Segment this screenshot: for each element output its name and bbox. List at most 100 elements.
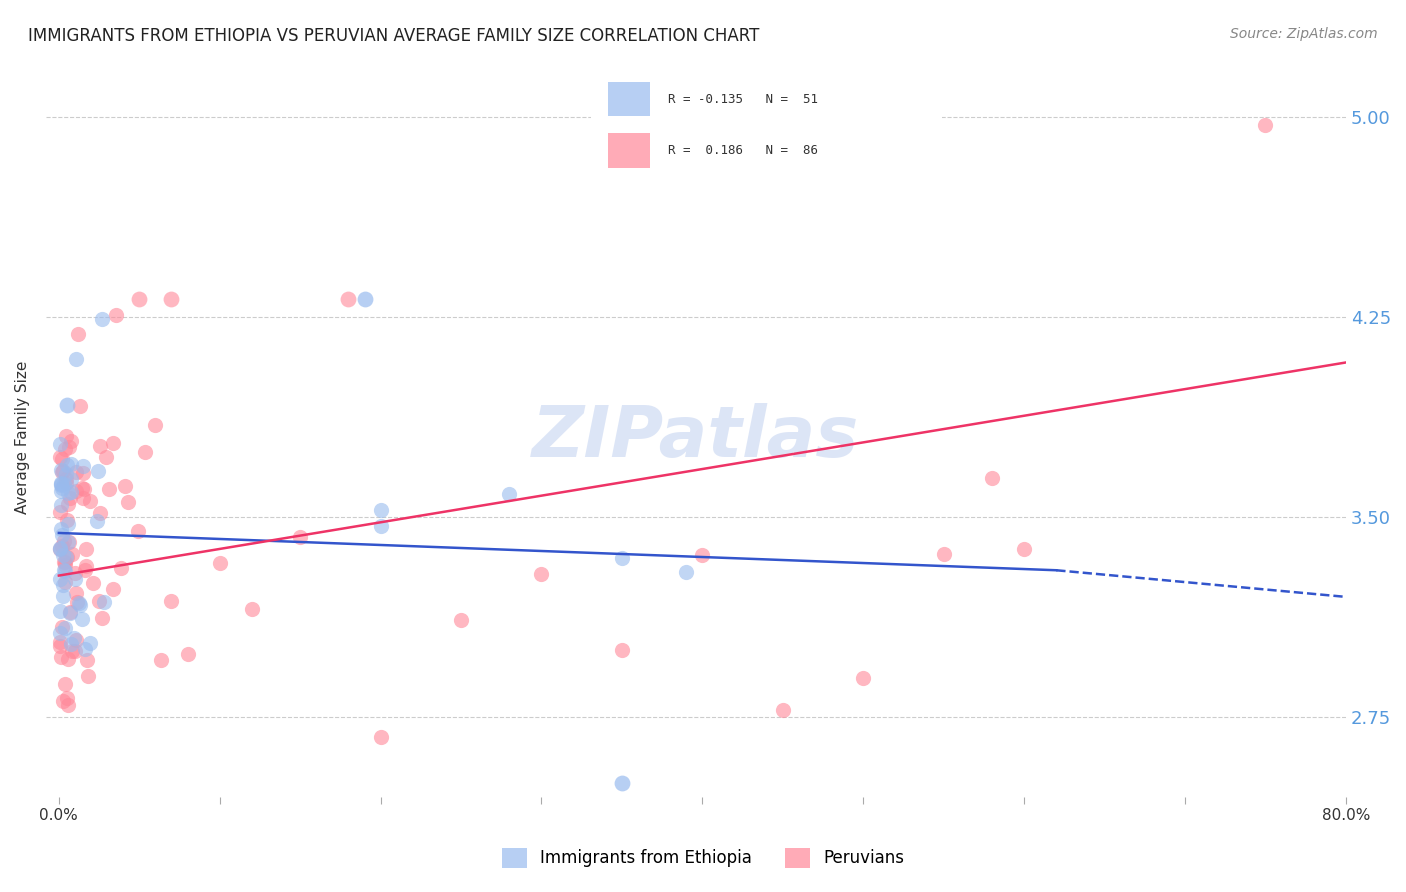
Point [48, 572, 70, 586]
Point [692, 548, 714, 562]
Point [49, 476, 72, 491]
Point [98, 482, 121, 496]
Point [51, 539, 73, 553]
Point [675, 565, 697, 579]
Point [58, 486, 80, 500]
Point [51, 477, 73, 491]
Point [67, 596, 90, 610]
Point [59, 606, 82, 620]
Point [53, 621, 76, 635]
Point [450, 613, 472, 627]
Point [981, 471, 1004, 485]
Point [96, 450, 118, 464]
Point [49, 463, 72, 477]
Point [86, 464, 108, 478]
Point [59, 434, 82, 449]
Point [1254, 119, 1277, 133]
Point [52, 464, 75, 478]
Point [59, 606, 82, 620]
Point [58, 440, 80, 454]
Point [53, 676, 76, 690]
Point [63, 566, 86, 581]
Point [65, 585, 87, 599]
Point [56, 549, 79, 564]
Text: IMMIGRANTS FROM ETHIOPIA VS PERUVIAN AVERAGE FAMILY SIZE CORRELATION CHART: IMMIGRANTS FROM ETHIOPIA VS PERUVIAN AVE… [28, 27, 759, 45]
Point [49, 504, 72, 518]
Point [93, 595, 115, 609]
Point [51, 527, 73, 541]
Point [110, 561, 132, 575]
Point [52, 533, 75, 548]
Point [117, 495, 139, 509]
Point [208, 556, 231, 570]
Point [49, 541, 72, 555]
Point [48, 639, 70, 653]
Point [49, 649, 72, 664]
Point [73, 482, 96, 496]
Point [103, 582, 125, 597]
Point [55, 513, 77, 527]
Point [53, 558, 76, 573]
Point [51, 466, 73, 480]
Point [56, 535, 79, 549]
Point [52, 694, 75, 708]
Point [65, 351, 87, 366]
Point [49, 478, 72, 492]
Point [176, 647, 198, 661]
Point [63, 573, 86, 587]
Point [53, 564, 76, 578]
Point [852, 671, 875, 685]
Point [134, 445, 156, 459]
Text: R = -0.135   N =  51: R = -0.135 N = 51 [668, 93, 818, 105]
Point [288, 530, 311, 544]
Point [58, 652, 80, 666]
Point [69, 598, 91, 612]
Point [73, 642, 96, 657]
Point [59, 457, 82, 471]
Point [72, 466, 94, 480]
Bar [609, 82, 650, 116]
Text: R =  0.186   N =  86: R = 0.186 N = 86 [668, 145, 818, 157]
Point [160, 292, 183, 306]
Point [89, 506, 111, 520]
Point [51, 619, 73, 633]
Point [59, 472, 82, 486]
Point [51, 498, 73, 512]
Point [69, 399, 91, 413]
Point [160, 594, 183, 608]
Point [49, 450, 72, 465]
Point [55, 574, 77, 589]
Point [53, 442, 76, 456]
Point [52, 578, 75, 592]
Point [48, 626, 70, 640]
Point [337, 292, 360, 306]
Point [772, 703, 794, 717]
Point [56, 698, 79, 712]
Point [48, 542, 70, 557]
Point [79, 636, 101, 650]
Point [48, 635, 70, 649]
Point [51, 452, 73, 467]
Point [65, 633, 87, 648]
Point [52, 549, 75, 563]
Point [60, 644, 83, 658]
Point [48, 604, 70, 618]
Point [610, 776, 633, 790]
Point [82, 576, 104, 591]
Point [65, 644, 87, 658]
Point [932, 547, 955, 561]
Point [60, 547, 83, 561]
Point [75, 559, 97, 574]
Point [150, 653, 173, 667]
Point [76, 653, 98, 667]
Point [91, 312, 114, 326]
Y-axis label: Average Family Size: Average Family Size [15, 360, 30, 514]
Point [49, 522, 72, 536]
Point [91, 611, 114, 625]
Point [370, 730, 392, 744]
Point [498, 487, 520, 501]
Point [610, 550, 633, 565]
Point [55, 429, 77, 443]
Point [86, 514, 108, 528]
Point [145, 417, 167, 432]
